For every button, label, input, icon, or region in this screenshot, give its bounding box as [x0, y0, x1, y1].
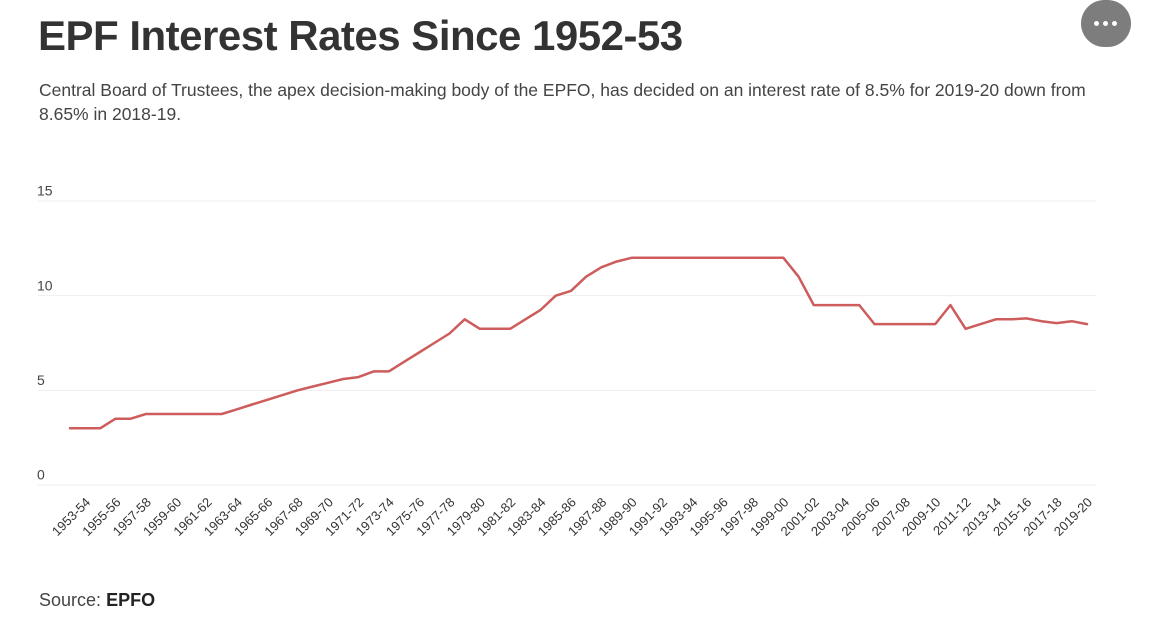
y-tick-label: 5	[37, 372, 45, 388]
source-label: Source:	[39, 590, 102, 610]
source: Source: EPFO	[39, 590, 155, 611]
y-tick-label: 0	[37, 467, 45, 483]
data-line	[68, 256, 1089, 430]
chart-subtitle: Central Board of Trustees, the apex deci…	[39, 80, 1086, 124]
chart: 0510151953-541955-561957-581959-601961-6…	[37, 183, 1096, 539]
more-button[interactable]	[1081, 0, 1131, 47]
y-tick-label: 10	[37, 277, 53, 293]
source-name: EPFO	[106, 590, 156, 610]
chart-title: EPF Interest Rates Since 1952-53	[38, 12, 683, 59]
y-tick-label: 15	[37, 183, 53, 199]
